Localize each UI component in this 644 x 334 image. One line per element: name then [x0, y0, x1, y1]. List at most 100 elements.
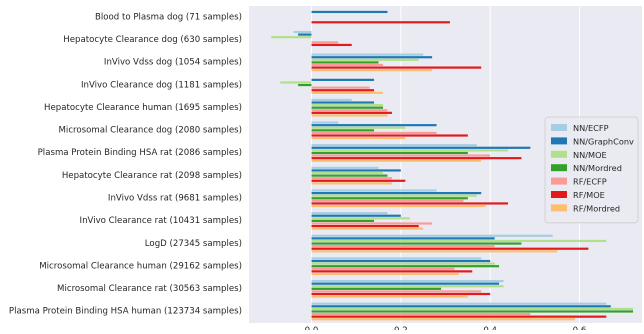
- bar: [311, 318, 576, 321]
- bar: [311, 239, 607, 243]
- bar: [311, 189, 437, 192]
- category-label: LogD (27345 samples): [145, 239, 242, 249]
- bar: [311, 66, 482, 69]
- legend-swatch: [551, 124, 567, 131]
- bar: [311, 166, 379, 169]
- bar: [311, 290, 482, 293]
- bar: [311, 191, 482, 195]
- bar: [311, 272, 459, 276]
- bar: [311, 217, 410, 220]
- bar: [311, 219, 375, 223]
- bar: [311, 169, 401, 172]
- bar: [311, 199, 464, 202]
- bar: [311, 234, 553, 237]
- bar: [311, 61, 379, 64]
- bar: [311, 114, 388, 117]
- bar: [311, 292, 491, 296]
- bar: [311, 86, 370, 89]
- bar: [293, 30, 312, 34]
- bar: [311, 126, 406, 129]
- legend-label: NN/MOE: [573, 150, 607, 160]
- bar: [311, 245, 495, 248]
- bar: [311, 295, 468, 298]
- bar: [311, 159, 482, 162]
- bar: [311, 146, 531, 149]
- legend-swatch: [551, 177, 567, 185]
- bar: [311, 310, 634, 313]
- bar: [311, 121, 339, 124]
- bar: [311, 53, 424, 56]
- legend-label: NN/GraphConv: [573, 136, 634, 146]
- category-label: Hepatocyte Clearance rat (2098 samples): [62, 171, 242, 181]
- category-label: Microsomal Clearance dog (2080 samples): [59, 126, 242, 136]
- bar: [311, 194, 477, 197]
- bar: [311, 89, 375, 92]
- y-tick-labels: Blood to Plasma dog (71 samples) Hepatocy…: [9, 12, 242, 316]
- bar: [298, 83, 312, 87]
- bar: [280, 81, 312, 84]
- bar: [311, 149, 509, 152]
- bar: [311, 41, 339, 44]
- legend: NN/ECFP NN/GraphConv NN/MOE NN/Mordred RF/EC…: [544, 116, 639, 224]
- bar: [311, 212, 388, 215]
- category-label: Microsomal Clearance rat (30563 samples): [57, 284, 242, 294]
- bars: [271, 10, 634, 321]
- bar: [311, 179, 406, 182]
- category-label: Blood to Plasma dog (71 samples): [95, 12, 242, 22]
- category-label: InVivo Vdss rat (9681 samples): [108, 193, 242, 203]
- bar: [311, 222, 433, 225]
- bar: [311, 247, 589, 250]
- category-label: Plasma Protein Binding HSA human (123734…: [9, 307, 242, 317]
- bar: [298, 33, 312, 36]
- bar: [311, 98, 352, 102]
- legend-label: NN/ECFP: [573, 123, 609, 133]
- bar: [311, 171, 383, 175]
- bar: [311, 63, 383, 67]
- bar: [311, 307, 634, 310]
- bar: [311, 69, 433, 72]
- bar: [311, 270, 473, 273]
- bar: [311, 202, 509, 205]
- bar: [311, 144, 477, 147]
- bar: [311, 315, 607, 318]
- bar: [311, 305, 611, 308]
- bar: [311, 21, 450, 24]
- category-label: InVivo Clearance rat (10431 samples): [80, 216, 242, 226]
- bar: [311, 259, 491, 263]
- bar: [311, 111, 392, 114]
- legend-label: RF/Mordred: [573, 203, 620, 213]
- bar: [311, 78, 375, 81]
- category-label: Microsomal Clearance human (29162 sample…: [39, 261, 242, 271]
- bar: [311, 131, 437, 135]
- bar: [311, 267, 455, 270]
- bar: [311, 224, 419, 228]
- category-label: Hepatocyte Clearance human (1695 samples…: [44, 103, 242, 113]
- bar: [311, 182, 392, 185]
- bar: [311, 250, 558, 253]
- bar: [311, 56, 433, 59]
- legend-swatch: [551, 137, 567, 145]
- bar: [311, 58, 419, 61]
- bar: [311, 285, 504, 288]
- bar: [311, 302, 607, 305]
- bar: [311, 287, 442, 290]
- x-tick-labels: 0.0 0.2 0.4 0.6: [305, 326, 587, 334]
- category-label: InVivo Vdss dog (1054 samples): [104, 58, 242, 68]
- x-tick-label: 0.0: [305, 326, 319, 330]
- bar: [271, 36, 312, 39]
- bar: [311, 43, 352, 47]
- bar: [311, 204, 486, 208]
- bar: [311, 279, 504, 283]
- bar: [311, 177, 392, 180]
- bar: [311, 154, 491, 157]
- bar: [311, 129, 375, 132]
- category-label: InVivo Clearance dog (1181 samples): [81, 80, 242, 90]
- legend-swatch: [551, 191, 567, 198]
- bar: [311, 312, 531, 316]
- bar: [311, 257, 482, 260]
- bar: [311, 101, 375, 104]
- x-tick-label: 0.6: [573, 326, 587, 330]
- legend-label: RF/ECFP: [573, 177, 607, 187]
